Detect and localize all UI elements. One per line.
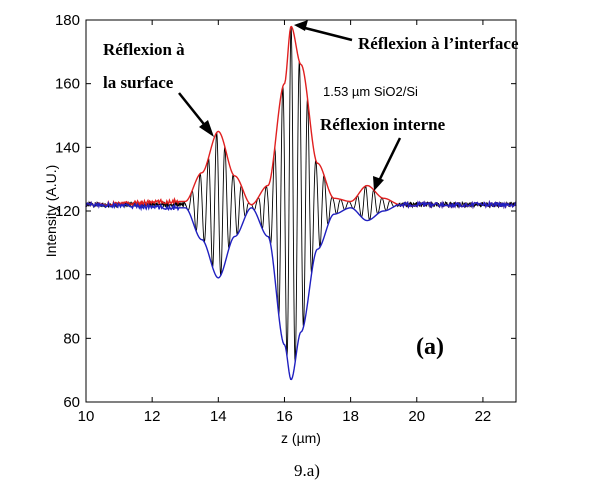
envelope-layer [85, 25, 517, 381]
x-tick-label: 18 [342, 408, 359, 425]
annotation-internal: Réflexion interne [320, 115, 446, 134]
x-axis-label: z (µm) [281, 430, 321, 446]
annotation-surface-line2: la surface [103, 73, 174, 92]
annotation-surface-line1: Réflexion à [103, 40, 185, 59]
arrow-interface [294, 20, 353, 42]
arrow-internal [373, 137, 402, 191]
y-tick-label: 60 [63, 394, 80, 411]
x-tick-label: 12 [144, 408, 161, 425]
x-tick-label: 10 [78, 408, 95, 425]
arrow-surface [178, 92, 214, 137]
figure-caption: 9.a) [294, 461, 320, 480]
x-tick-label: 22 [475, 408, 492, 425]
y-tick-label: 180 [55, 12, 80, 29]
x-tick-label: 20 [408, 408, 425, 425]
ticks-layer: 10 12 14 16 18 20 22 60 80 100 120 140 160 180 [55, 12, 516, 425]
annotation-interface: Réflexion à l’interface [358, 34, 519, 53]
plot-background [86, 20, 516, 402]
y-tick-label: 120 [55, 203, 80, 220]
annotation-sample: 1.53 µm SiO2/Si [323, 84, 418, 99]
y-tick-label: 140 [55, 139, 80, 156]
y-tick-label: 160 [55, 76, 80, 93]
x-tick-label: 14 [210, 408, 227, 425]
y-tick-label: 80 [63, 330, 80, 347]
y-tick-label: 100 [55, 267, 80, 284]
panel-label: (a) [416, 334, 444, 360]
x-tick-label: 16 [276, 408, 293, 425]
lower-envelope-line [85, 199, 517, 381]
y-axis-label: Intensity (A.U.) [43, 165, 59, 258]
